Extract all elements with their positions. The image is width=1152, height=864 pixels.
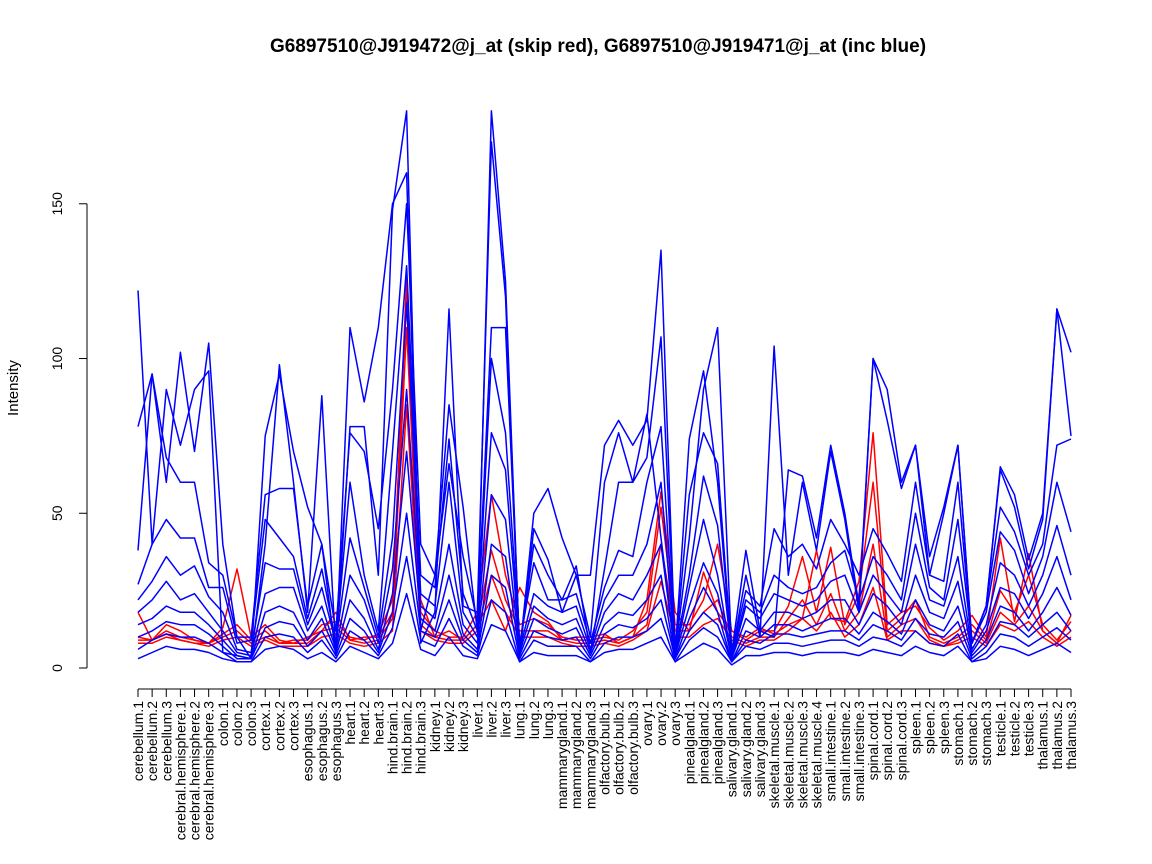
series-line-11 (137, 450, 1072, 663)
x-tick-label: skeletal.muscle.4 (809, 701, 825, 809)
x-tick-label: ovary.2 (653, 701, 669, 746)
x-tick-label: spleen.3 (936, 701, 952, 754)
x-tick-label: hind.brain.2 (399, 701, 415, 774)
x-tick-label: lung.3 (540, 701, 556, 739)
series-line-2 (137, 295, 1072, 644)
x-tick-label: ovary.1 (639, 701, 655, 746)
series-layer (137, 110, 1072, 666)
series-line-10 (137, 388, 1072, 660)
x-tick-label: stomach.3 (978, 701, 994, 766)
x-tick-label: heart.2 (356, 701, 372, 745)
x-tick-label: pinealgland.2 (695, 701, 711, 785)
x-tick-label: cerebral.hemisphere.3 (201, 701, 217, 841)
x-tick-label: spinal.cord.1 (865, 701, 881, 781)
x-tick-label: colon.3 (243, 701, 259, 746)
x-tick-label: skeletal.muscle.2 (780, 701, 796, 809)
y-tick-label: 0 (49, 664, 65, 672)
x-tick-label: cerebral.hemisphere.2 (187, 701, 203, 841)
series-line-14 (137, 592, 1072, 666)
x-tick-label: cortex.1 (257, 701, 273, 751)
x-tick-label: salivary.gland.1 (724, 701, 740, 797)
x-tick-label: kidney.2 (441, 701, 457, 752)
x-tick-label: esophagus.1 (300, 701, 316, 781)
x-tick-label: skeletal.muscle.1 (766, 701, 782, 809)
x-tick-label: salivary.gland.2 (738, 701, 754, 797)
x-tick-label: heart.3 (370, 701, 386, 745)
x-tick-label: testicle.3 (1021, 701, 1037, 756)
x-tick-label: olfactory.bulb.1 (597, 701, 613, 795)
x-tick-label: olfactory.bulb.2 (611, 701, 627, 795)
x-tick-label: cortex.3 (286, 701, 302, 751)
x-tick-label: colon.2 (229, 701, 245, 746)
x-tick-label: kidney.3 (455, 701, 471, 752)
x-tick-label: kidney.1 (427, 701, 443, 752)
x-tick-label: cerebellum.3 (158, 701, 174, 781)
x-tick-label: mammarygland.2 (568, 701, 584, 809)
series-line-7 (137, 203, 1072, 654)
x-tick-label: thalamus.1 (1035, 701, 1051, 770)
x-tick-label: thalamus.3 (1063, 701, 1079, 770)
x-tick-label: salivary.gland.3 (752, 701, 768, 797)
y-tick-label: 50 (49, 505, 65, 521)
x-tick-label: colon.1 (215, 701, 231, 746)
x-tick-label: liver.3 (498, 701, 514, 738)
x-axis: cerebellum.1cerebellum.2cerebellum.3cere… (130, 688, 1079, 841)
x-tick-label: heart.1 (342, 701, 358, 745)
x-tick-label: liver.2 (483, 701, 499, 738)
x-tick-label: stomach.1 (950, 701, 966, 766)
x-tick-label: mammarygland.3 (582, 701, 598, 809)
series-line-6 (137, 110, 1072, 660)
series-line-9 (137, 302, 1072, 660)
chart-title: G6897510@J919472@j_at (skip red), G68975… (270, 36, 926, 57)
y-axis: 0 50 100 150 (49, 192, 88, 672)
x-tick-label: cerebral.hemisphere.1 (172, 701, 188, 841)
x-tick-label: testicle.1 (992, 701, 1008, 756)
x-tick-label: thalamus.2 (1049, 701, 1065, 770)
y-tick-label: 150 (49, 192, 65, 216)
x-tick-label: cerebellum.2 (144, 701, 160, 781)
x-tick-label: liver.1 (469, 701, 485, 738)
series-line-13 (137, 555, 1072, 663)
x-tick-label: hind.brain.1 (384, 701, 400, 774)
x-tick-label: small.intestine.2 (837, 701, 853, 802)
x-tick-label: small.intestine.3 (851, 701, 867, 802)
x-tick-label: spleen.2 (922, 701, 938, 754)
x-tick-label: spleen.1 (908, 701, 924, 754)
y-tick-label: 100 (49, 347, 65, 371)
series-line-4 (138, 404, 1072, 648)
x-tick-label: esophagus.2 (314, 701, 330, 781)
x-tick-label: small.intestine.1 (823, 701, 839, 802)
x-tick-label: cerebellum.1 (130, 701, 146, 781)
x-tick-label: pinealgland.3 (710, 701, 726, 785)
x-tick-label: lung.2 (526, 701, 542, 739)
x-tick-label: hind.brain.3 (413, 701, 429, 774)
x-tick-label: esophagus.3 (328, 701, 344, 781)
x-tick-label: cortex.2 (271, 701, 287, 751)
x-tick-label: olfactory.bulb.3 (625, 701, 641, 795)
series-line-12 (137, 512, 1072, 663)
x-tick-label: spinal.cord.2 (879, 701, 895, 781)
y-axis-label: Intensity (5, 360, 22, 416)
x-tick-label: pinealgland.1 (681, 701, 697, 785)
series-line-8 (137, 264, 1072, 657)
x-tick-label: testicle.2 (1006, 701, 1022, 756)
x-tick-label: spinal.cord.3 (893, 701, 909, 781)
x-tick-label: lung.1 (512, 701, 528, 739)
x-tick-label: stomach.2 (964, 701, 980, 766)
x-tick-label: ovary.3 (667, 701, 683, 746)
x-tick-label: skeletal.muscle.3 (794, 701, 810, 809)
x-tick-label: mammarygland.1 (554, 701, 570, 809)
